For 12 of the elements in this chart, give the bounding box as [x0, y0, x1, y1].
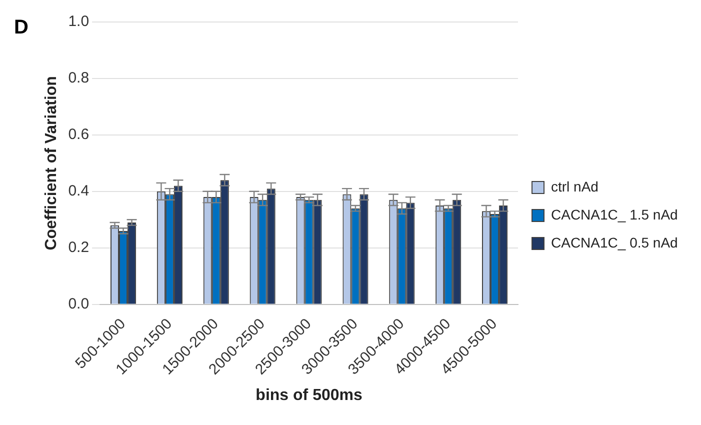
- y-tick-label: 0.6: [68, 126, 90, 144]
- text: D: [14, 16, 28, 39]
- y-tick-label: 0.2: [68, 239, 90, 256]
- legend-label: CACNA1C_ 0.5 nAd: [551, 234, 678, 250]
- y-tick-label: 0.8: [68, 70, 90, 87]
- y-axis-title: Coefficient of Variation: [43, 76, 60, 250]
- legend-label: CACNA1C_ 1.5 nAd: [551, 206, 678, 222]
- y-tick-label: 1.0: [68, 13, 90, 30]
- legend-label: ctrl nAd: [551, 178, 598, 194]
- x-axis-title: bins of 500ms: [256, 386, 362, 404]
- y-tick-label: 0.4: [68, 182, 90, 200]
- y-tick-label: 0.0: [68, 295, 90, 312]
